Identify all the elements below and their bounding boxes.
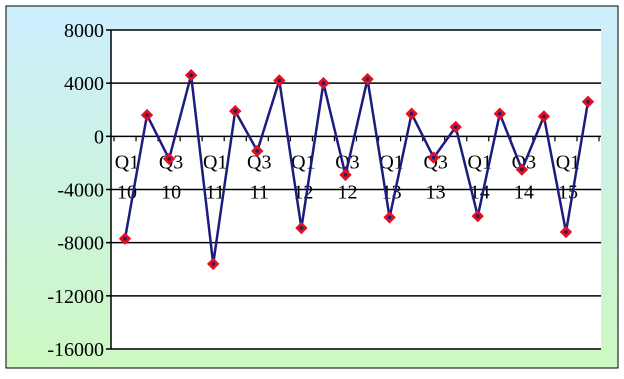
data-point-center — [453, 125, 458, 129]
x-tick-label-quarter: Q1 — [203, 151, 227, 173]
data-point-center — [299, 226, 304, 230]
grid-lines — [106, 29, 601, 350]
data-point — [471, 209, 484, 223]
y-tick-label: -4000 — [57, 180, 104, 202]
data-point-center — [498, 111, 502, 116]
data-point — [493, 107, 507, 120]
y-tick-label: -12000 — [47, 286, 104, 308]
data-point-center — [123, 236, 127, 241]
y-tick-label: -8000 — [57, 233, 104, 255]
data-point — [206, 257, 220, 271]
data-point-center — [145, 113, 149, 117]
x-tick-label-year: 14 — [514, 181, 534, 203]
data-point-center — [387, 215, 392, 220]
data-point-center — [233, 109, 238, 113]
data-point — [273, 74, 286, 87]
data-point — [295, 221, 308, 235]
data-point — [184, 68, 198, 82]
y-tick-label: 0 — [94, 126, 104, 148]
data-point — [559, 225, 573, 239]
x-tick-label-year: 13 — [426, 181, 446, 203]
data-point — [339, 168, 352, 182]
data-point — [361, 72, 374, 86]
data-point-center — [520, 167, 524, 172]
data-point — [229, 104, 242, 118]
data-point-center — [255, 149, 260, 153]
x-tick-label-quarter: Q1 — [468, 151, 492, 173]
data-point — [537, 110, 551, 123]
data-point — [581, 95, 595, 108]
data-point-center — [475, 214, 480, 218]
data-point-center — [431, 155, 436, 160]
x-tick-label-quarter: Q1 — [556, 151, 580, 173]
data-point — [427, 151, 440, 164]
x-tick-label-quarter: Q1 — [379, 151, 403, 173]
x-tick-label-year: 11 — [250, 181, 269, 203]
series-line — [123, 73, 590, 266]
data-point — [162, 152, 176, 166]
data-point-center — [167, 157, 171, 161]
series-layer — [118, 68, 595, 271]
x-tick-label-quarter: Q1 — [115, 151, 139, 173]
y-tick-label: 4000 — [64, 73, 104, 95]
data-point — [405, 107, 418, 120]
data-point — [383, 211, 396, 224]
data-point-center — [211, 262, 215, 266]
x-tick-label-year: 10 — [161, 181, 181, 203]
x-axis-tick-labels: Q110Q310Q111Q311Q112Q312Q113Q313Q114Q314… — [115, 151, 580, 203]
y-tick-label: 8000 — [64, 20, 104, 42]
data-point-center — [189, 73, 193, 77]
data-point — [118, 232, 132, 245]
data-point-center — [343, 173, 348, 177]
data-point-center — [409, 111, 414, 116]
data-point-center — [564, 230, 568, 234]
data-point-center — [542, 114, 546, 119]
data-point-center — [586, 99, 590, 104]
y-tick-label: -16000 — [47, 339, 104, 361]
data-point — [515, 163, 529, 176]
data-point-center — [277, 78, 282, 83]
data-point — [140, 108, 154, 122]
data-point — [317, 76, 330, 90]
data-point-center — [321, 81, 326, 85]
x-tick-label-year: 12 — [337, 181, 357, 203]
x-tick-label-year: 11 — [206, 181, 225, 203]
data-point — [251, 144, 264, 158]
data-point — [449, 120, 462, 134]
y-axis-tick-labels: 8000 4000 0 -4000 -8000 -12000 -16000 — [47, 20, 104, 361]
data-point-center — [365, 77, 370, 81]
x-tick-label-quarter: Q3 — [247, 151, 271, 173]
